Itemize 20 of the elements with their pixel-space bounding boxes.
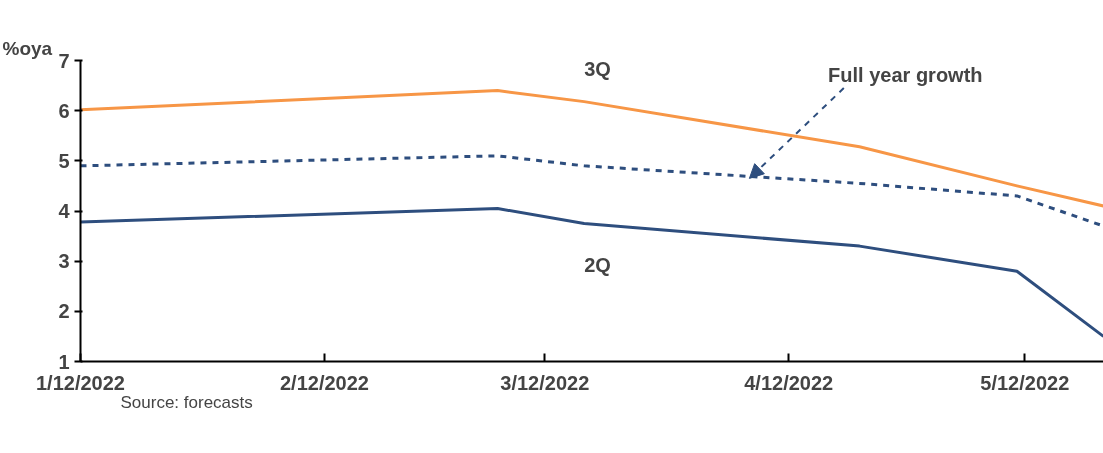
source-note: Source: forecasts bbox=[120, 392, 253, 412]
y-tick-label: 6 bbox=[58, 99, 70, 122]
y-tick-label: 2 bbox=[58, 300, 70, 323]
y-tick-label: 5 bbox=[58, 149, 70, 172]
series-label: 3Q bbox=[584, 57, 611, 80]
y-tick-label: 1 bbox=[58, 350, 70, 373]
x-tick-label: 1/12/2022 bbox=[36, 371, 125, 394]
line-series bbox=[80, 206, 1103, 338]
y-tick-label: 4 bbox=[58, 200, 71, 222]
x-tick-label: 5/12/2022 bbox=[980, 371, 1070, 394]
series-label: 2Q bbox=[584, 253, 611, 276]
x-tick-label: 4/12/2022 bbox=[744, 371, 834, 394]
y-axis-title: %oya bbox=[2, 37, 53, 59]
y-tick-label: 7 bbox=[58, 49, 70, 72]
x-tick-label: 2/12/2022 bbox=[279, 371, 369, 394]
line-series bbox=[80, 154, 1103, 228]
y-tick-label: 3 bbox=[58, 250, 70, 273]
annotation: Full year growth bbox=[828, 63, 983, 86]
x-tick-label: 3/12/2022 bbox=[500, 371, 590, 394]
line-series bbox=[80, 89, 1103, 208]
